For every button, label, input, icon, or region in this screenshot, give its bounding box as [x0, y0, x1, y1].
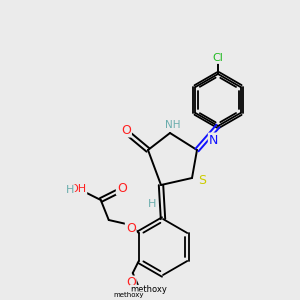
Text: Cl: Cl [213, 53, 224, 63]
Text: NH: NH [165, 120, 181, 130]
Text: O: O [121, 124, 131, 136]
Text: H: H [148, 199, 156, 209]
Text: N: N [209, 134, 218, 146]
Text: O: O [126, 277, 136, 290]
Text: methoxy: methoxy [113, 292, 144, 298]
Text: O: O [126, 223, 136, 236]
Text: methoxy: methoxy [130, 286, 167, 295]
Text: H: H [66, 185, 74, 195]
Text: O: O [117, 182, 127, 194]
Text: S: S [198, 173, 206, 187]
Text: OH: OH [69, 184, 86, 194]
